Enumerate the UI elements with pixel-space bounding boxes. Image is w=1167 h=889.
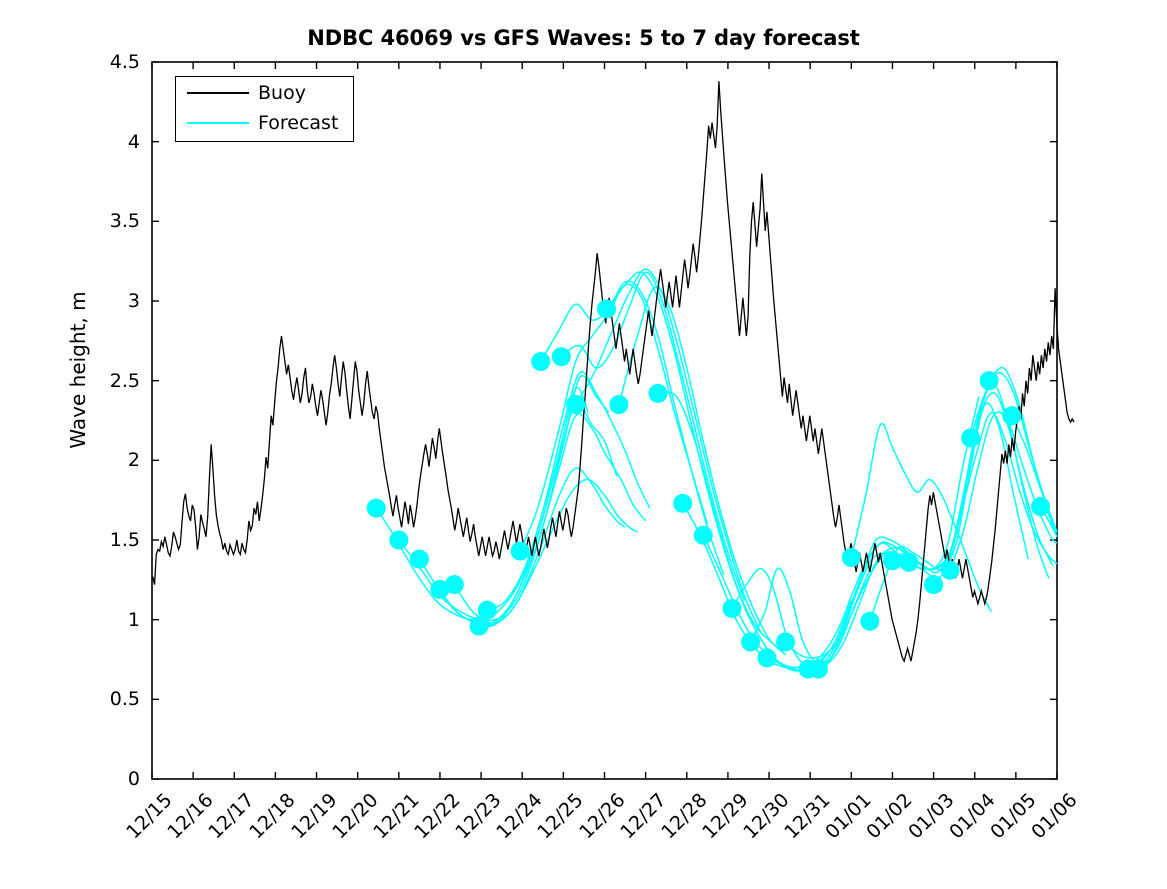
plot-border (151, 61, 1058, 780)
y-tick-label: 2 (127, 449, 140, 472)
forecast-run-path (560, 271, 746, 601)
legend-entry-forecast: Forecast (176, 109, 353, 137)
forecast-start-marker (808, 659, 828, 679)
forecast-start-marker (469, 616, 489, 636)
y-tick-label: 0 (127, 768, 140, 790)
y-tick-label: 4 (127, 130, 140, 153)
y-tick-label: 1.5 (109, 529, 140, 551)
legend-label-forecast: Forecast (258, 112, 339, 134)
forecast-run-path (478, 413, 647, 628)
forecast-start-marker (430, 579, 450, 599)
legend-swatch-buoy (187, 92, 249, 94)
forecast-start-marker (510, 541, 530, 561)
legend-label-buoy: Buoy (258, 82, 306, 104)
forecast-start-marker (757, 648, 777, 668)
forecast-run-path (731, 552, 889, 669)
forecast-series-lines (375, 268, 1058, 672)
forecast-start-marker (366, 498, 386, 518)
forecast-start-marker (860, 611, 880, 631)
forecast-start-marker (673, 493, 693, 513)
forecast-run-path (908, 391, 1054, 571)
forecast-start-marker (597, 299, 617, 319)
forecast-start-marker (841, 548, 861, 568)
chart-title: NDBC 46069 vs GFS Waves: 5 to 7 day fore… (307, 26, 860, 50)
forecast-run-path (1011, 415, 1058, 533)
forecast-start-marker (961, 428, 981, 448)
y-tick-label: 1 (127, 608, 140, 631)
forecast-run-path (657, 391, 828, 672)
forecast-run-path (575, 268, 762, 633)
y-tick-label: 3.5 (109, 210, 140, 233)
forecast-start-marker (899, 552, 919, 572)
forecast-start-marker (531, 352, 551, 372)
forecast-start-marker (1031, 497, 1051, 517)
forecast-start-marker (741, 632, 761, 652)
axes-frame (151, 61, 1058, 780)
y-tick-label: 0.5 (109, 688, 140, 711)
forecast-run-path (453, 478, 638, 624)
forecast-start-marker (979, 371, 999, 391)
legend-entry-buoy: Buoy (176, 79, 353, 107)
forecast-run-path (618, 286, 787, 656)
forecast-start-marker (409, 549, 429, 569)
forecast-run-path (605, 271, 774, 645)
y-tick-label: 3 (127, 290, 140, 312)
forecast-start-marker (477, 600, 497, 620)
forecast-start-marker (389, 530, 409, 550)
forecast-start-marker (776, 632, 795, 652)
legend-swatch-forecast (187, 122, 249, 124)
forecast-run-path (486, 371, 651, 611)
buoy-path (152, 81, 1075, 663)
forecast-start-marker (882, 551, 902, 571)
forecast-start-marker (566, 395, 586, 415)
y-tick-label: 4.5 (109, 51, 140, 73)
forecast-start-marker (648, 383, 668, 403)
forecast-start-marker (444, 575, 464, 595)
forecast-start-marker (1002, 406, 1022, 426)
legend: Buoy Forecast (175, 76, 354, 142)
forecast-start-marker (722, 599, 742, 619)
forecast-start-marker (609, 395, 629, 415)
tick-marks (151, 61, 1058, 780)
forecast-run-path (932, 411, 1058, 586)
forecast-start-marker (551, 347, 571, 367)
forecast-run-path (850, 422, 992, 613)
buoy-series-line (152, 81, 1075, 663)
forecast-start-marker (924, 575, 944, 595)
y-tick-label: 2.5 (109, 369, 140, 392)
forecast-run-path (519, 283, 709, 552)
forecast-start-markers (366, 299, 1051, 679)
forecast-start-marker (940, 560, 960, 580)
forecast-run-path (817, 396, 980, 670)
forecast-run-path (869, 402, 1029, 622)
forecast-run-path (540, 280, 725, 576)
forecast-start-marker (693, 525, 713, 545)
